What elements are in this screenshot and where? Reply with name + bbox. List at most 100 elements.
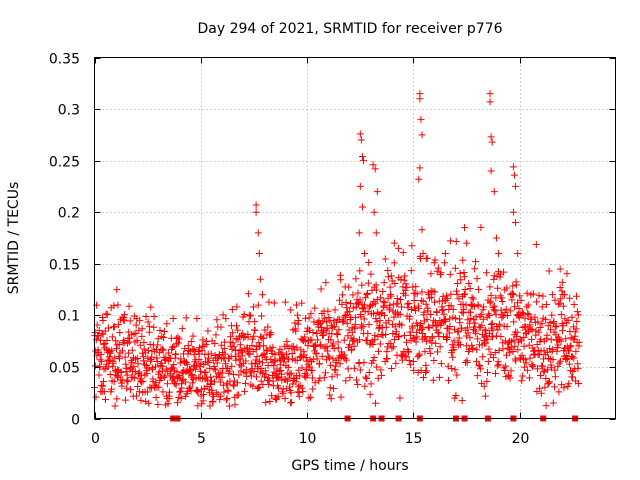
data-point [482, 327, 490, 335]
data-point [392, 328, 400, 336]
data-point [574, 311, 582, 319]
data-point [564, 355, 572, 363]
data-point [361, 249, 369, 257]
data-point [163, 380, 171, 388]
data-point [271, 350, 279, 358]
data-point [417, 115, 425, 123]
data-point [380, 279, 388, 287]
data-point [484, 335, 492, 343]
data-point [106, 356, 114, 364]
data-point [552, 322, 560, 330]
data-point [322, 369, 330, 377]
data-point [571, 365, 579, 373]
data-point [342, 298, 350, 306]
data-point [575, 379, 583, 387]
data-point [187, 338, 195, 346]
data-point [529, 362, 537, 370]
data-point [430, 357, 438, 365]
data-point [179, 376, 187, 384]
data-point [537, 335, 545, 343]
data-point [490, 188, 498, 196]
data-point [471, 265, 479, 273]
data-point [99, 382, 107, 390]
data-point [189, 332, 197, 340]
data-point [178, 325, 186, 333]
data-point [252, 373, 260, 381]
data-point [371, 331, 379, 339]
data-point [553, 347, 561, 355]
data-point [155, 383, 163, 391]
data-point [403, 338, 411, 346]
data-point [441, 249, 449, 257]
data-point [571, 328, 579, 336]
data-point [481, 392, 489, 400]
data-point [487, 167, 495, 175]
data-point [493, 362, 501, 370]
data-point [218, 369, 226, 377]
data-point [228, 362, 236, 370]
data-point [132, 321, 140, 329]
data-point [503, 284, 511, 292]
data-point [208, 377, 216, 385]
data-point [460, 305, 468, 313]
data-point [327, 361, 335, 369]
data-point [496, 273, 504, 281]
data-point [223, 381, 231, 389]
data-point [547, 336, 555, 344]
data-point [376, 317, 384, 325]
data-point [293, 344, 301, 352]
data-point [393, 294, 401, 302]
data-point [141, 360, 149, 368]
data-point [546, 319, 554, 327]
data-point [401, 352, 409, 360]
data-point [266, 397, 274, 405]
data-point [277, 366, 285, 374]
data-point [181, 345, 189, 353]
data-point [294, 383, 302, 391]
data-point [222, 396, 230, 404]
data-point [362, 373, 370, 381]
data-point [431, 288, 439, 296]
data-point [442, 316, 450, 324]
data-point [536, 384, 544, 392]
data-point [196, 367, 204, 375]
data-point [114, 301, 122, 309]
data-point [150, 323, 158, 331]
data-point [322, 326, 330, 334]
data-point [518, 351, 526, 359]
data-point [211, 339, 219, 347]
data-point [118, 382, 126, 390]
data-point [528, 326, 536, 334]
data-point [104, 363, 112, 371]
data-point [423, 315, 431, 323]
data-point [197, 360, 205, 368]
data-point [358, 203, 366, 211]
data-point [122, 364, 130, 372]
data-point [542, 300, 550, 308]
data-point [252, 201, 260, 209]
data-point [486, 283, 494, 291]
data-point [348, 328, 356, 336]
data-point [351, 320, 359, 328]
data-point [102, 310, 110, 318]
data-point [127, 364, 135, 372]
data-point [492, 234, 500, 242]
data-point [328, 373, 336, 381]
data-point [230, 382, 238, 390]
data-point [330, 345, 338, 353]
data-point [479, 353, 487, 361]
data-point [234, 326, 242, 334]
data-point [470, 302, 478, 310]
data-point [193, 315, 201, 323]
data-point [568, 313, 576, 321]
data-point [404, 304, 412, 312]
data-point [264, 323, 272, 331]
data-point [462, 332, 470, 340]
data-point [244, 290, 252, 298]
data-point [250, 332, 258, 340]
data-point [270, 362, 278, 370]
data-point [449, 353, 457, 361]
y-tick-label: 0.3 [58, 103, 80, 119]
data-point [446, 315, 454, 323]
data-point [424, 289, 432, 297]
